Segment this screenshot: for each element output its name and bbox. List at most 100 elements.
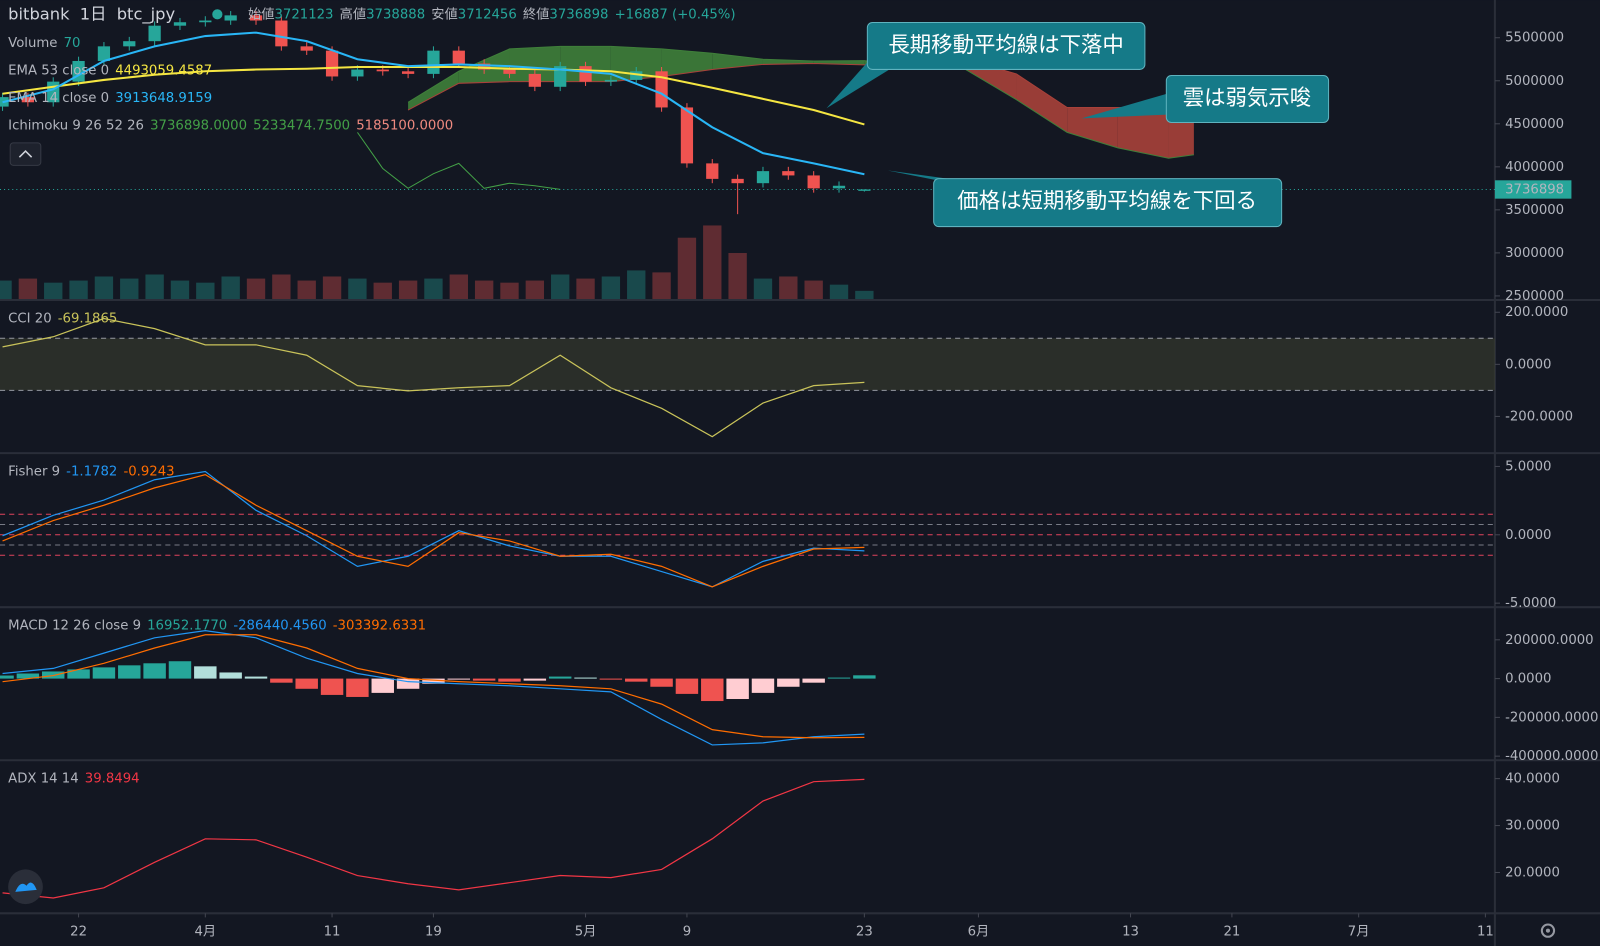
candle-body: [731, 178, 744, 184]
histogram-bar: [194, 666, 217, 679]
histogram-bar: [320, 678, 344, 695]
cloud-segment: [762, 59, 814, 65]
histogram-bar: [295, 678, 318, 689]
y-tick-label: 5500000: [1505, 31, 1564, 46]
y-tick-label: 5000000: [1505, 74, 1564, 89]
cloud-segment: [509, 46, 561, 82]
histogram-bar: [523, 678, 547, 681]
histogram-bar: [827, 677, 851, 679]
candle-body: [478, 63, 491, 70]
x-tick-label: 22: [70, 925, 87, 940]
volume-bar: [703, 225, 722, 300]
candle-body: [858, 189, 871, 191]
y-tick-label: 3000000: [1505, 246, 1564, 261]
histogram-bar: [777, 678, 800, 687]
settings-icon[interactable]: [1540, 923, 1556, 938]
candle-body: [351, 69, 364, 77]
histogram-bar: [219, 672, 242, 679]
y-tick-label: 20.0000: [1505, 865, 1560, 880]
histogram-bar: [548, 676, 572, 679]
exchange: bitbank: [8, 4, 70, 23]
volume-bar: [297, 280, 316, 300]
candle-body: [300, 46, 313, 51]
cloud-segment: [408, 71, 459, 111]
y-tick-label: 0.0000: [1505, 528, 1551, 543]
volume-bar: [525, 280, 545, 300]
volume-bar: [145, 274, 164, 300]
legend-name: EMA 53 close 0: [8, 63, 109, 78]
high-value: 3738888: [366, 7, 425, 22]
x-tick-label: 11: [1477, 925, 1494, 940]
ma-line: [2, 31, 865, 176]
cloud-segment: [1067, 107, 1118, 148]
legend-row: Ichimoku 9 26 52 26 3736898.0000 5233474.7…: [8, 119, 453, 134]
candle-body: [275, 20, 288, 47]
candle-body: [630, 71, 643, 80]
legend-name: Volume: [8, 36, 57, 51]
candle-body: [376, 69, 389, 72]
legend-row: MACD 12 26 close 9 16952.1770 -286440.4560…: [8, 619, 426, 634]
volume-bar: [500, 282, 519, 300]
indicator-line: [2, 317, 865, 438]
histogram-bar: [92, 667, 116, 679]
volume-bar: [601, 276, 621, 300]
interval: 1日: [80, 4, 107, 23]
volume-bar: [753, 278, 773, 300]
legend-value: -286440.4560: [233, 619, 326, 634]
legend-value: 5185100.0000: [356, 119, 453, 134]
volume-bar: [44, 282, 63, 300]
histogram-bar: [0, 675, 14, 679]
legend-value: 16952.1770: [147, 619, 227, 634]
candle-body: [807, 175, 820, 189]
x-tick-label: 5月: [575, 925, 597, 940]
histogram-bar: [472, 678, 496, 681]
legend-name: ADX 14 14: [8, 772, 79, 787]
candle-body: [706, 163, 719, 179]
close-label: 終値: [523, 6, 550, 22]
histogram-bar: [447, 678, 471, 680]
histogram-bar: [625, 678, 648, 682]
histogram-bar: [751, 678, 775, 693]
x-tick-label: 19: [425, 925, 442, 940]
volume-bar: [196, 282, 215, 300]
candle-body: [832, 185, 846, 189]
legend-name: EMA 14 close 0: [8, 91, 109, 106]
volume-bar: [652, 272, 671, 300]
candle-body: [173, 22, 187, 26]
ohlc-header: 始値3721123 高値3738888 安値3712456 終値3736898 +168…: [248, 5, 736, 22]
candle-body: [554, 66, 567, 87]
volume-bar: [0, 280, 12, 300]
status-dot: [212, 9, 223, 20]
legend-name: Fisher 9: [8, 464, 60, 479]
volume-bar: [424, 278, 443, 300]
volume-bar: [804, 280, 823, 300]
indicator-line: [2, 778, 865, 899]
legend-row: Fisher 9 -1.1782 -0.9243: [8, 464, 174, 479]
volume-bar: [373, 282, 392, 300]
histogram-bar: [118, 665, 141, 679]
legend-name: MACD 12 26 close 9: [8, 619, 141, 634]
histogram-bar: [802, 678, 825, 683]
volume-bar: [627, 270, 646, 300]
legend-row: EMA 53 close 0 4493059.4587: [8, 63, 212, 78]
indicator-line: [2, 634, 865, 739]
candle-body: [503, 69, 516, 74]
volume-bar: [449, 274, 468, 300]
legend-value: -1.1782: [66, 464, 117, 479]
legend-value: 3736898.0000: [150, 119, 247, 134]
volume-bar: [221, 276, 240, 300]
volume-bar: [246, 278, 266, 300]
annotation-text: 雲は弱気示唆: [1183, 86, 1311, 111]
histogram-bar: [396, 678, 420, 689]
collapse-button[interactable]: [9, 142, 42, 166]
indicator-line: [2, 630, 865, 746]
histogram-bar: [346, 678, 369, 697]
cloud-segment: [1117, 107, 1169, 159]
y-tick-label: -200.0000: [1505, 409, 1573, 424]
candle-body: [123, 41, 136, 47]
logo[interactable]: [8, 869, 43, 905]
high-label: 高値: [340, 5, 367, 22]
x-tick-label: 6月: [968, 925, 990, 940]
